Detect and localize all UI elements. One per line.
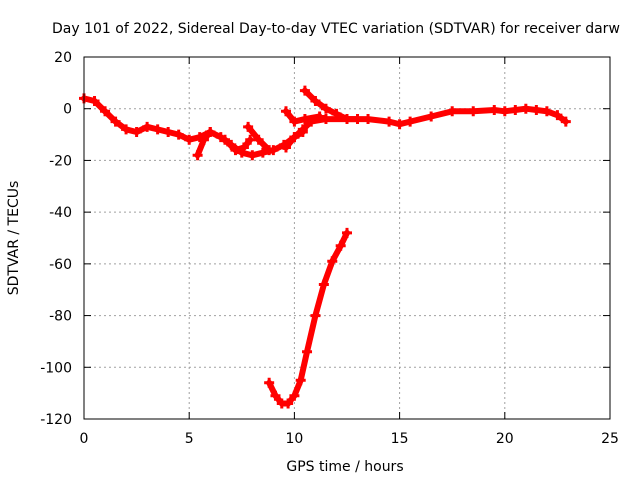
data-point (318, 279, 329, 290)
data-point (327, 256, 338, 267)
y-tick-label: 20 (54, 50, 72, 66)
data-point (310, 95, 321, 106)
x-axis-label: GPS time / hours (286, 459, 403, 475)
y-tick-label: -120 (40, 412, 72, 428)
data-point (245, 134, 256, 145)
data-point (299, 114, 310, 125)
x-tick-label: 5 (185, 431, 194, 447)
data-point (342, 227, 352, 238)
data-point (335, 240, 346, 251)
data-point (264, 145, 275, 156)
data-point (510, 105, 521, 116)
y-tick-label: -60 (49, 257, 72, 273)
data-point (552, 110, 563, 121)
data-point (110, 116, 121, 127)
data-point (243, 121, 254, 132)
data-point (253, 134, 264, 145)
data-point (426, 111, 437, 122)
data-point (219, 134, 230, 145)
data-point (394, 119, 405, 130)
data-point (531, 105, 542, 116)
data-point (384, 116, 395, 127)
x-tick-label: 15 (391, 431, 409, 447)
data-point (100, 106, 111, 117)
y-tick-label: -100 (40, 360, 72, 376)
data-point (520, 103, 531, 114)
x-tick-label: 20 (496, 431, 514, 447)
data-point (152, 124, 163, 135)
data-point (198, 134, 209, 145)
data-point (230, 145, 241, 156)
data-point (142, 121, 153, 132)
y-axis-label: SDTVAR / TECUs (6, 181, 22, 296)
x-tick-label: 10 (285, 431, 303, 447)
y-tick-label: -80 (49, 309, 72, 325)
data-point (405, 116, 416, 127)
data-series (79, 85, 571, 409)
data-point (302, 346, 313, 357)
data-point (205, 126, 216, 137)
data-point (320, 114, 331, 125)
data-point (270, 390, 281, 401)
data-point (173, 129, 184, 140)
data-point (297, 124, 308, 135)
data-point (280, 106, 291, 117)
series-track-5 (283, 105, 569, 151)
data-point (289, 132, 300, 143)
data-point (238, 142, 249, 153)
data-point (257, 147, 268, 158)
data-point (320, 103, 331, 114)
data-point (283, 398, 294, 409)
data-point (192, 150, 203, 161)
data-point (342, 114, 352, 125)
data-point (289, 390, 300, 401)
x-tick-label: 25 (601, 431, 619, 447)
data-point (89, 95, 100, 106)
data-point (131, 126, 142, 137)
data-point (280, 142, 291, 153)
data-point (184, 134, 195, 145)
data-point (314, 111, 325, 122)
y-tick-label: -40 (49, 205, 72, 221)
data-point (352, 114, 363, 125)
data-point (468, 106, 479, 117)
data-point (295, 375, 306, 386)
data-point (299, 85, 310, 96)
data-point (541, 106, 552, 117)
y-tick-label: -20 (49, 153, 72, 169)
series-track-7 (283, 108, 323, 125)
data-point (499, 106, 510, 117)
y-tick-label: 0 (63, 102, 72, 118)
plot-frame (83, 56, 611, 420)
data-point (310, 310, 321, 321)
data-point (264, 377, 275, 388)
data-point (247, 150, 258, 161)
chart-title: Day 101 of 2022, Sidereal Day-to-day VTE… (52, 21, 620, 37)
data-point (331, 108, 342, 119)
tick-labels: 0 5 10 15 20 25 20 0 -20 -40 -60 -80 -100 -120 (40, 50, 619, 447)
data-point (560, 116, 571, 127)
x-tick-label: 0 (80, 431, 89, 447)
data-point (121, 124, 132, 135)
data-point (447, 106, 458, 117)
data-point (163, 126, 174, 137)
data-point (289, 116, 300, 127)
data-point (489, 105, 500, 116)
series-track-8 (266, 229, 350, 407)
data-point (363, 114, 374, 125)
